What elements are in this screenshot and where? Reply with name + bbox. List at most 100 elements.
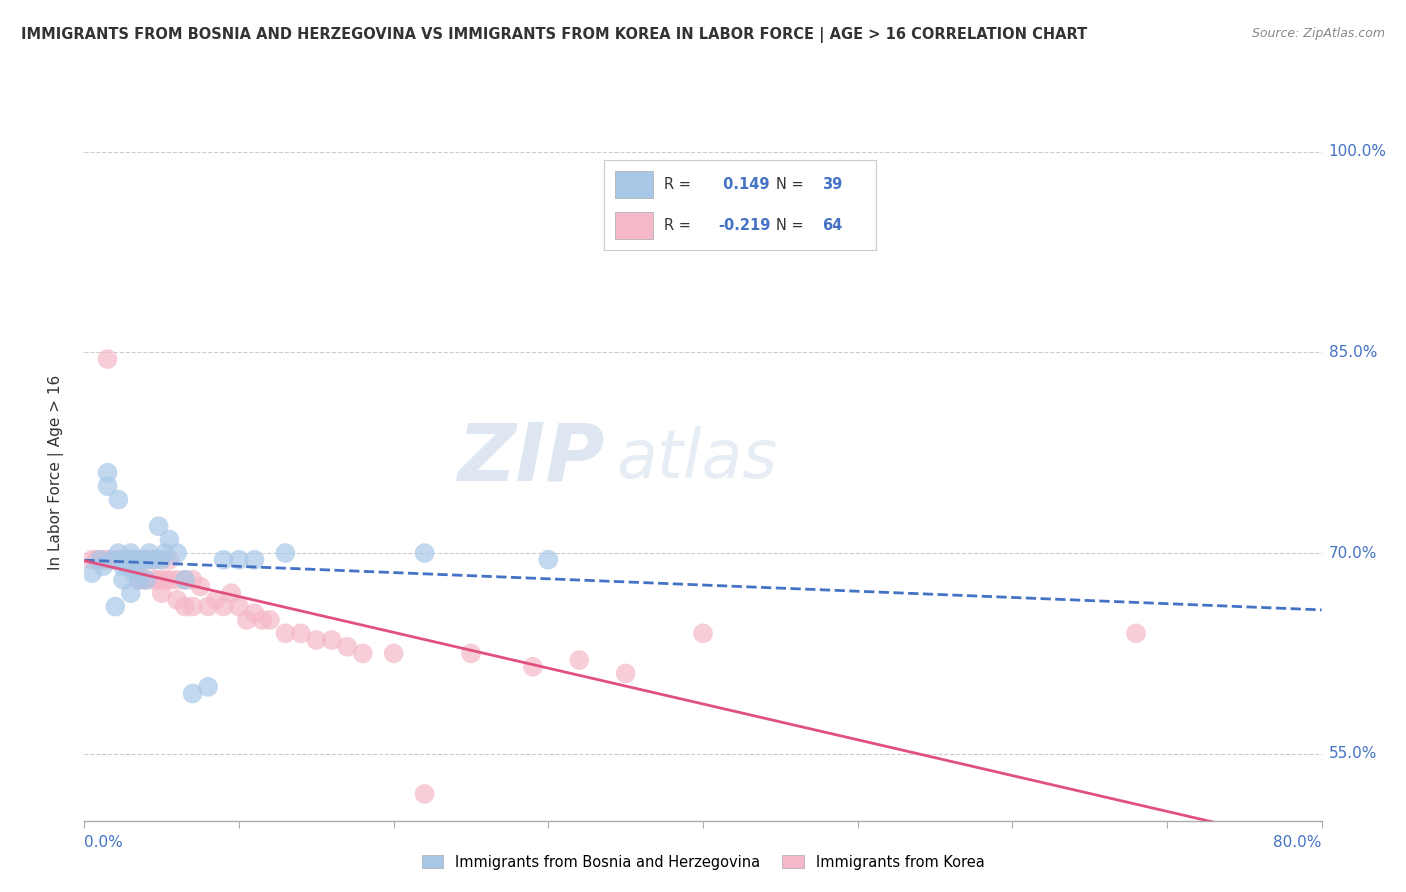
Point bbox=[413, 787, 436, 801]
Point bbox=[212, 599, 235, 614]
Point bbox=[138, 553, 160, 567]
Point bbox=[150, 553, 173, 567]
Point bbox=[174, 599, 197, 614]
Point bbox=[336, 640, 359, 654]
Point bbox=[91, 559, 114, 574]
Point bbox=[107, 492, 129, 507]
Point bbox=[150, 553, 173, 567]
Point bbox=[181, 599, 204, 614]
Point bbox=[305, 633, 328, 648]
Point bbox=[127, 553, 149, 567]
Point bbox=[166, 573, 188, 587]
Point bbox=[568, 653, 591, 667]
Point bbox=[159, 553, 180, 567]
Point bbox=[148, 519, 170, 533]
Point bbox=[107, 553, 129, 567]
Point bbox=[159, 533, 180, 547]
Point bbox=[382, 646, 405, 660]
Point bbox=[143, 553, 166, 567]
Point bbox=[107, 553, 129, 567]
Point bbox=[104, 553, 127, 567]
Point bbox=[159, 573, 180, 587]
Point bbox=[188, 580, 211, 594]
Point bbox=[537, 553, 560, 567]
Legend: Immigrants from Bosnia and Herzegovina, Immigrants from Korea: Immigrants from Bosnia and Herzegovina, … bbox=[416, 849, 990, 876]
Point bbox=[148, 573, 170, 587]
Point bbox=[127, 553, 149, 567]
Point bbox=[290, 626, 312, 640]
Point bbox=[153, 573, 176, 587]
Point bbox=[89, 553, 111, 567]
Point bbox=[96, 466, 118, 480]
Text: IMMIGRANTS FROM BOSNIA AND HERZEGOVINA VS IMMIGRANTS FROM KOREA IN LABOR FORCE |: IMMIGRANTS FROM BOSNIA AND HERZEGOVINA V… bbox=[21, 27, 1087, 43]
Point bbox=[96, 479, 118, 493]
Point bbox=[274, 626, 297, 640]
Point bbox=[112, 573, 135, 587]
Point bbox=[104, 599, 127, 614]
Point bbox=[112, 553, 135, 567]
Point bbox=[460, 646, 482, 660]
Point bbox=[1125, 626, 1147, 640]
Point bbox=[101, 553, 124, 567]
Point bbox=[120, 553, 142, 567]
Point bbox=[112, 559, 135, 574]
Point bbox=[89, 553, 111, 567]
Point bbox=[250, 613, 273, 627]
Point bbox=[132, 553, 155, 567]
Point bbox=[321, 633, 343, 648]
Point bbox=[243, 553, 266, 567]
Point bbox=[243, 607, 266, 621]
Point bbox=[352, 646, 374, 660]
Point bbox=[614, 666, 637, 681]
Point bbox=[107, 546, 129, 560]
Point bbox=[150, 586, 173, 600]
Point bbox=[153, 546, 176, 560]
Text: 100.0%: 100.0% bbox=[1329, 145, 1386, 159]
Point bbox=[112, 553, 135, 567]
Point bbox=[205, 592, 228, 607]
Point bbox=[181, 573, 204, 587]
Point bbox=[522, 660, 544, 674]
Point bbox=[174, 573, 197, 587]
Point bbox=[135, 553, 157, 567]
Point bbox=[212, 553, 235, 567]
Text: 80.0%: 80.0% bbox=[1274, 836, 1322, 850]
Point bbox=[166, 592, 188, 607]
Point bbox=[135, 553, 157, 567]
Point bbox=[120, 553, 142, 567]
Point bbox=[135, 573, 157, 587]
Point bbox=[82, 566, 104, 581]
Point bbox=[82, 553, 104, 567]
Point bbox=[122, 553, 145, 567]
Point bbox=[117, 553, 139, 567]
Text: ZIP: ZIP bbox=[457, 420, 605, 498]
Point bbox=[174, 573, 197, 587]
Point bbox=[112, 553, 135, 567]
Point bbox=[692, 626, 714, 640]
Point bbox=[259, 613, 281, 627]
Text: 85.0%: 85.0% bbox=[1329, 345, 1376, 359]
Point bbox=[120, 546, 142, 560]
Point bbox=[96, 553, 118, 567]
Point bbox=[122, 553, 145, 567]
Point bbox=[197, 599, 219, 614]
Point bbox=[104, 553, 127, 567]
Text: 0.0%: 0.0% bbox=[84, 836, 124, 850]
Point bbox=[143, 553, 166, 567]
Point bbox=[228, 553, 250, 567]
Point bbox=[132, 573, 155, 587]
Point bbox=[86, 553, 108, 567]
Point bbox=[120, 553, 142, 567]
Point bbox=[235, 613, 259, 627]
Point bbox=[91, 553, 114, 567]
Point bbox=[166, 546, 188, 560]
Text: 55.0%: 55.0% bbox=[1329, 747, 1376, 761]
Point bbox=[122, 566, 145, 581]
Point bbox=[274, 546, 297, 560]
Point bbox=[413, 546, 436, 560]
Text: atlas: atlas bbox=[616, 425, 778, 491]
Point bbox=[219, 586, 242, 600]
Point bbox=[228, 599, 250, 614]
Point bbox=[143, 573, 166, 587]
Point bbox=[197, 680, 219, 694]
